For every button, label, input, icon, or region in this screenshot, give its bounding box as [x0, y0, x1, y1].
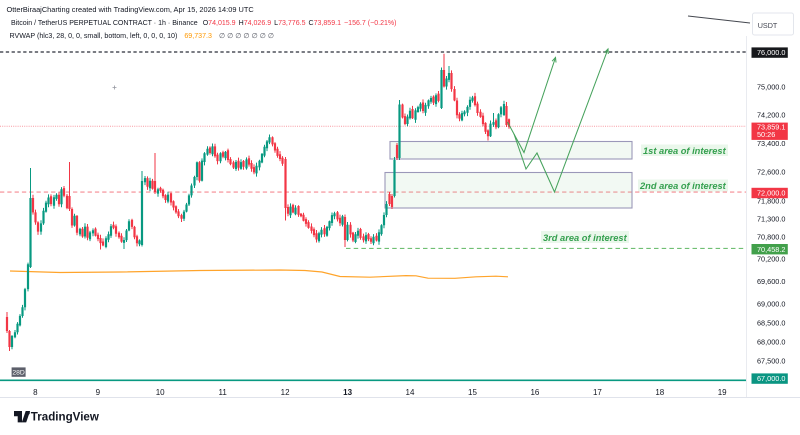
svg-text:76,000.0: 76,000.0: [757, 48, 785, 57]
svg-text:67,000.0: 67,000.0: [757, 374, 785, 383]
svg-text:11: 11: [219, 388, 228, 397]
svg-text:14: 14: [406, 388, 415, 397]
svg-text:70,800.0: 70,800.0: [757, 233, 785, 242]
svg-text:12: 12: [281, 388, 290, 397]
svg-text:8: 8: [33, 388, 38, 397]
svg-text:69,000.0: 69,000.0: [757, 300, 785, 309]
svg-text:72,600.0: 72,600.0: [757, 167, 785, 176]
svg-text:OtterBiraajCharting created wi: OtterBiraajCharting created with Trading…: [7, 5, 255, 14]
svg-text:19: 19: [718, 388, 727, 397]
svg-text:17: 17: [593, 388, 602, 397]
svg-text:Bitcoin / TetherUS PERPETUAL C: Bitcoin / TetherUS PERPETUAL CONTRACT · …: [11, 20, 397, 27]
svg-text:70,200.0: 70,200.0: [757, 255, 785, 264]
svg-text:1st area of interest: 1st area of interest: [643, 146, 727, 156]
svg-text:73,400.0: 73,400.0: [757, 139, 785, 148]
svg-text:72,000.0: 72,000.0: [757, 189, 785, 198]
svg-text:16: 16: [530, 388, 539, 397]
svg-text:28D: 28D: [12, 370, 25, 377]
svg-text:10: 10: [156, 388, 165, 397]
svg-text:70,458.2: 70,458.2: [757, 245, 785, 254]
svg-text:3rd area of interest: 3rd area of interest: [543, 233, 628, 243]
svg-text:15: 15: [468, 388, 477, 397]
svg-text:71,800.0: 71,800.0: [757, 197, 785, 206]
svg-text:67,500.0: 67,500.0: [757, 357, 785, 366]
svg-text:75,000.0: 75,000.0: [757, 83, 785, 92]
svg-text:74,200.0: 74,200.0: [757, 111, 785, 120]
svg-text:68,500.0: 68,500.0: [757, 318, 785, 327]
svg-text:71,300.0: 71,300.0: [757, 214, 785, 223]
svg-text:9: 9: [96, 388, 101, 397]
svg-text:TradingView: TradingView: [31, 410, 100, 423]
svg-text:18: 18: [655, 388, 664, 397]
svg-text:68,000.0: 68,000.0: [757, 338, 785, 347]
svg-text:13: 13: [343, 388, 352, 397]
svg-text:50:26: 50:26: [757, 130, 775, 139]
svg-text:73,859.1: 73,859.1: [757, 123, 785, 132]
svg-text:2nd area of interest: 2nd area of interest: [639, 181, 727, 191]
svg-text:RVWAP (hlc3, 28, 0, 0, small,: RVWAP (hlc3, 28, 0, 0, small, bottom, le…: [10, 32, 275, 40]
svg-text:69,600.0: 69,600.0: [757, 277, 785, 286]
svg-text:USDT: USDT: [758, 21, 778, 30]
